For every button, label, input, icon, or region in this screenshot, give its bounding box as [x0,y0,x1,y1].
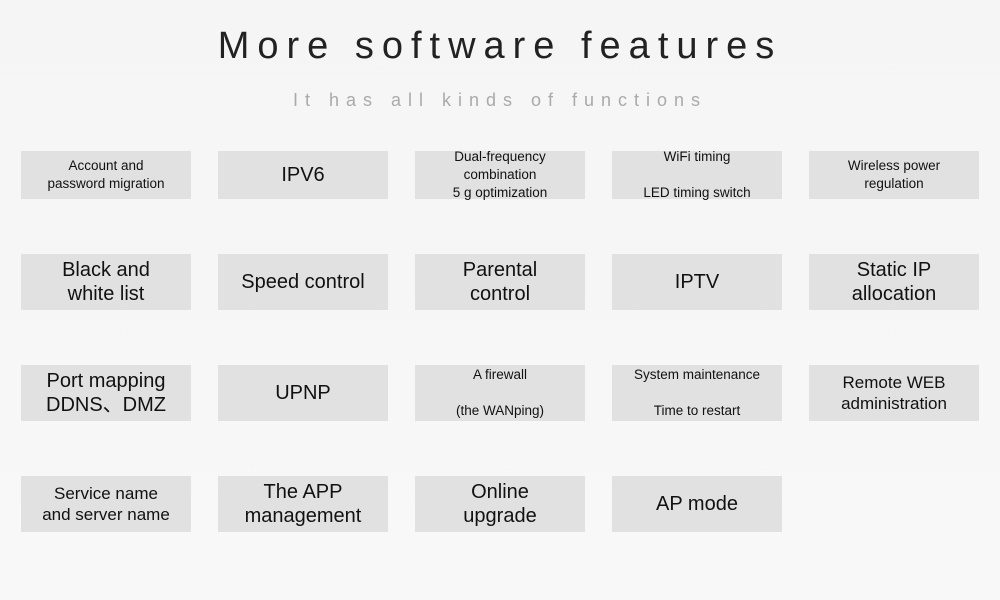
feature-label: A firewall (the WANping) [456,366,544,421]
feature-label: Static IP allocation [852,258,937,306]
page-subtitle: It has all kinds of functions [0,90,1000,111]
feature-account-migration: Account and password migration [21,151,191,199]
feature-label: IPV6 [281,163,324,187]
feature-online-upgrade: Online upgrade [415,476,585,532]
feature-label: WiFi timing LED timing switch [643,148,750,203]
feature-label: Speed control [241,270,364,294]
feature-wifi-timing: WiFi timing LED timing switch [612,151,782,199]
feature-ap-mode: AP mode [612,476,782,532]
feature-label: Parental control [463,258,538,306]
feature-firewall: A firewall (the WANping) [415,365,585,421]
feature-label: Remote WEB administration [841,372,947,415]
feature-label: Online upgrade [463,480,536,528]
feature-port-mapping: Port mapping DDNS、DMZ [21,365,191,421]
feature-system-maintenance: System maintenance Time to restart [612,365,782,421]
feature-label: IPTV [675,270,719,294]
feature-label: Account and password migration [47,157,164,193]
feature-upnp: UPNP [218,365,388,421]
feature-label: UPNP [275,381,331,405]
feature-remote-web: Remote WEB administration [809,365,979,421]
feature-empty [809,476,979,532]
feature-label: AP mode [656,492,738,516]
feature-ipv6: IPV6 [218,151,388,199]
feature-static-ip: Static IP allocation [809,254,979,310]
feature-label: The APP management [245,480,362,528]
feature-parental-control: Parental control [415,254,585,310]
feature-dual-frequency: Dual-frequency combination 5 g optimizat… [415,151,585,199]
feature-app-management: The APP management [218,476,388,532]
feature-service-name: Service name and server name [21,476,191,532]
feature-wireless-power: Wireless power regulation [809,151,979,199]
feature-label: Wireless power regulation [848,157,940,193]
feature-label: Service name and server name [42,483,170,526]
feature-iptv: IPTV [612,254,782,310]
feature-label: Port mapping DDNS、DMZ [46,369,166,417]
feature-label: Dual-frequency combination 5 g optimizat… [453,148,548,203]
feature-label: System maintenance Time to restart [634,366,760,421]
feature-grid: Account and password migration IPV6 Dual… [0,151,1000,532]
feature-black-white-list: Black and white list [21,254,191,310]
feature-speed-control: Speed control [218,254,388,310]
page-title: More software features [0,25,1000,68]
feature-label: Black and white list [62,258,150,306]
